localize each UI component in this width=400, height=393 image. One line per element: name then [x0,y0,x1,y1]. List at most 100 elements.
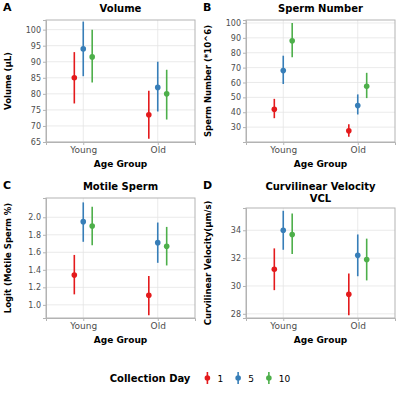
point [72,75,78,81]
grid [246,208,395,318]
tick: 100 [26,26,46,35]
tick-label: 70 [231,64,241,73]
grid-line-x [283,20,284,142]
legend-swatch [266,375,272,381]
marks [272,211,370,315]
point [155,240,161,246]
plot-background [46,20,195,142]
axis-line [247,319,396,322]
legend-entry: 10 [266,372,291,384]
legend-swatch [205,375,211,381]
grid-line [246,230,395,231]
tick: Young [269,318,297,331]
legend-entry: 5 [235,372,254,384]
tick: Old [351,318,366,331]
grid-line [246,285,395,286]
y-axis-title: Logit (Motile Sperm %) [3,203,13,314]
figure: 65707580859095100YoungOldAVolumeAge Grou… [0,0,400,393]
grid-line [46,217,195,218]
tick-label: Old [351,321,366,331]
point [355,103,361,109]
grid-line [46,109,195,110]
point [80,46,86,52]
x-axis-title: Age Group [294,159,348,169]
y-axis: 1.01.21.41.61.82.0 [28,199,46,319]
grid-line [46,287,195,288]
y-axis: 65707580859095100 [26,21,47,148]
series [289,214,369,281]
tick: 70 [31,122,46,131]
legend-swatch [235,375,241,381]
panel-label: A [3,1,12,14]
tick-label: 40 [231,108,241,117]
grid-line [46,125,195,126]
tick-label: 1.2 [28,283,41,292]
marks [272,23,370,137]
x-axis-title: Age Group [94,335,148,345]
tick-label: 70 [31,122,41,131]
x-axis: YoungOld [47,142,196,155]
grid-line [246,97,395,98]
tick-label: 65 [31,138,41,147]
x-axis: Young Old [247,318,396,331]
tick-label: 30 [231,282,241,291]
y-axis-title: Curvilinear Velocity(μm/s) [203,201,213,326]
grid-line [246,22,395,23]
subtitle: VCL [310,193,332,204]
point [346,128,352,134]
grid-line-x [283,208,284,318]
tick: 32 [231,254,246,263]
tick: 30 [231,282,246,291]
grid-line-x [157,198,158,318]
tick-label: Young [69,321,97,331]
point [272,106,278,112]
point [72,272,78,278]
grid-line [246,112,395,113]
tick-label: Young [269,145,297,155]
legend-label: 1 [217,374,223,384]
grid-line [246,127,395,128]
grid-line-x [357,20,358,142]
tick: 34 [231,226,246,235]
x-axis-title: Age Group [94,159,148,169]
tick: Old [151,318,166,331]
tick: 95 [31,42,46,51]
tick-label: Young [69,145,97,155]
point [289,232,295,238]
tick: 65 [31,138,46,147]
tick-label: 32 [231,254,241,263]
series [272,248,352,315]
grid-line [46,269,195,270]
tick: 2.0 [28,213,46,222]
point [355,253,361,259]
grid [46,20,195,142]
panel: 65707580859095100YoungOldAVolumeAge Grou… [3,1,196,169]
title: Motile Sperm [83,181,158,192]
grid-line [46,45,195,46]
tick: 100 [226,19,246,28]
title: Curvilinear Velocity [265,181,376,192]
tick: 90 [231,34,246,43]
point [272,266,278,272]
tick-label: 85 [31,74,41,83]
tick: 90 [31,58,46,67]
point [280,227,286,233]
series [80,202,160,262]
point [164,91,170,97]
plot-background [46,198,195,318]
grid-line [246,52,395,53]
tick: 85 [31,74,46,83]
plot-frame [46,198,195,318]
tick: Young [69,318,97,331]
series [89,207,169,266]
tick-label: 1.0 [28,301,41,310]
panel-label: C [3,179,11,192]
point [80,219,86,225]
panel: 28303234YoungOldDCurvilinear VelocityVCL… [203,179,396,345]
grid-line-x [157,20,158,142]
grid-line [46,234,195,235]
tick-label: 1.8 [28,231,41,240]
legend-title: Collection Day [110,373,191,384]
grid-line [46,252,195,253]
tick-label: 90 [231,34,241,43]
